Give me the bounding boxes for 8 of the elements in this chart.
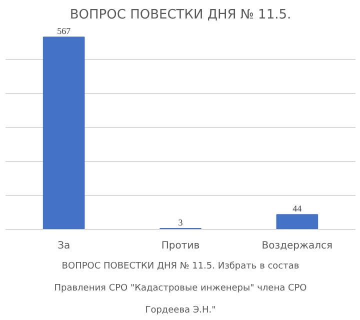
data-label: 567 [57,26,72,36]
x-tick-label: За [58,240,70,252]
data-label: 3 [178,217,184,228]
text: ВОПРОС ПОВЕСТКИ ДНЯ № 11.5. Избрать в состав Правления СРО "Кадастровые инженеры" члена СРО Гордеева Э.Н." [54,262,307,316]
chart-title: ВОПРОС ПОВЕСТКИ ДНЯ № 11.5. [70,8,292,22]
data-label: 44 [292,204,302,214]
x-tick-label: Против [161,240,200,252]
x-tick-label: Воздержался [262,240,333,252]
